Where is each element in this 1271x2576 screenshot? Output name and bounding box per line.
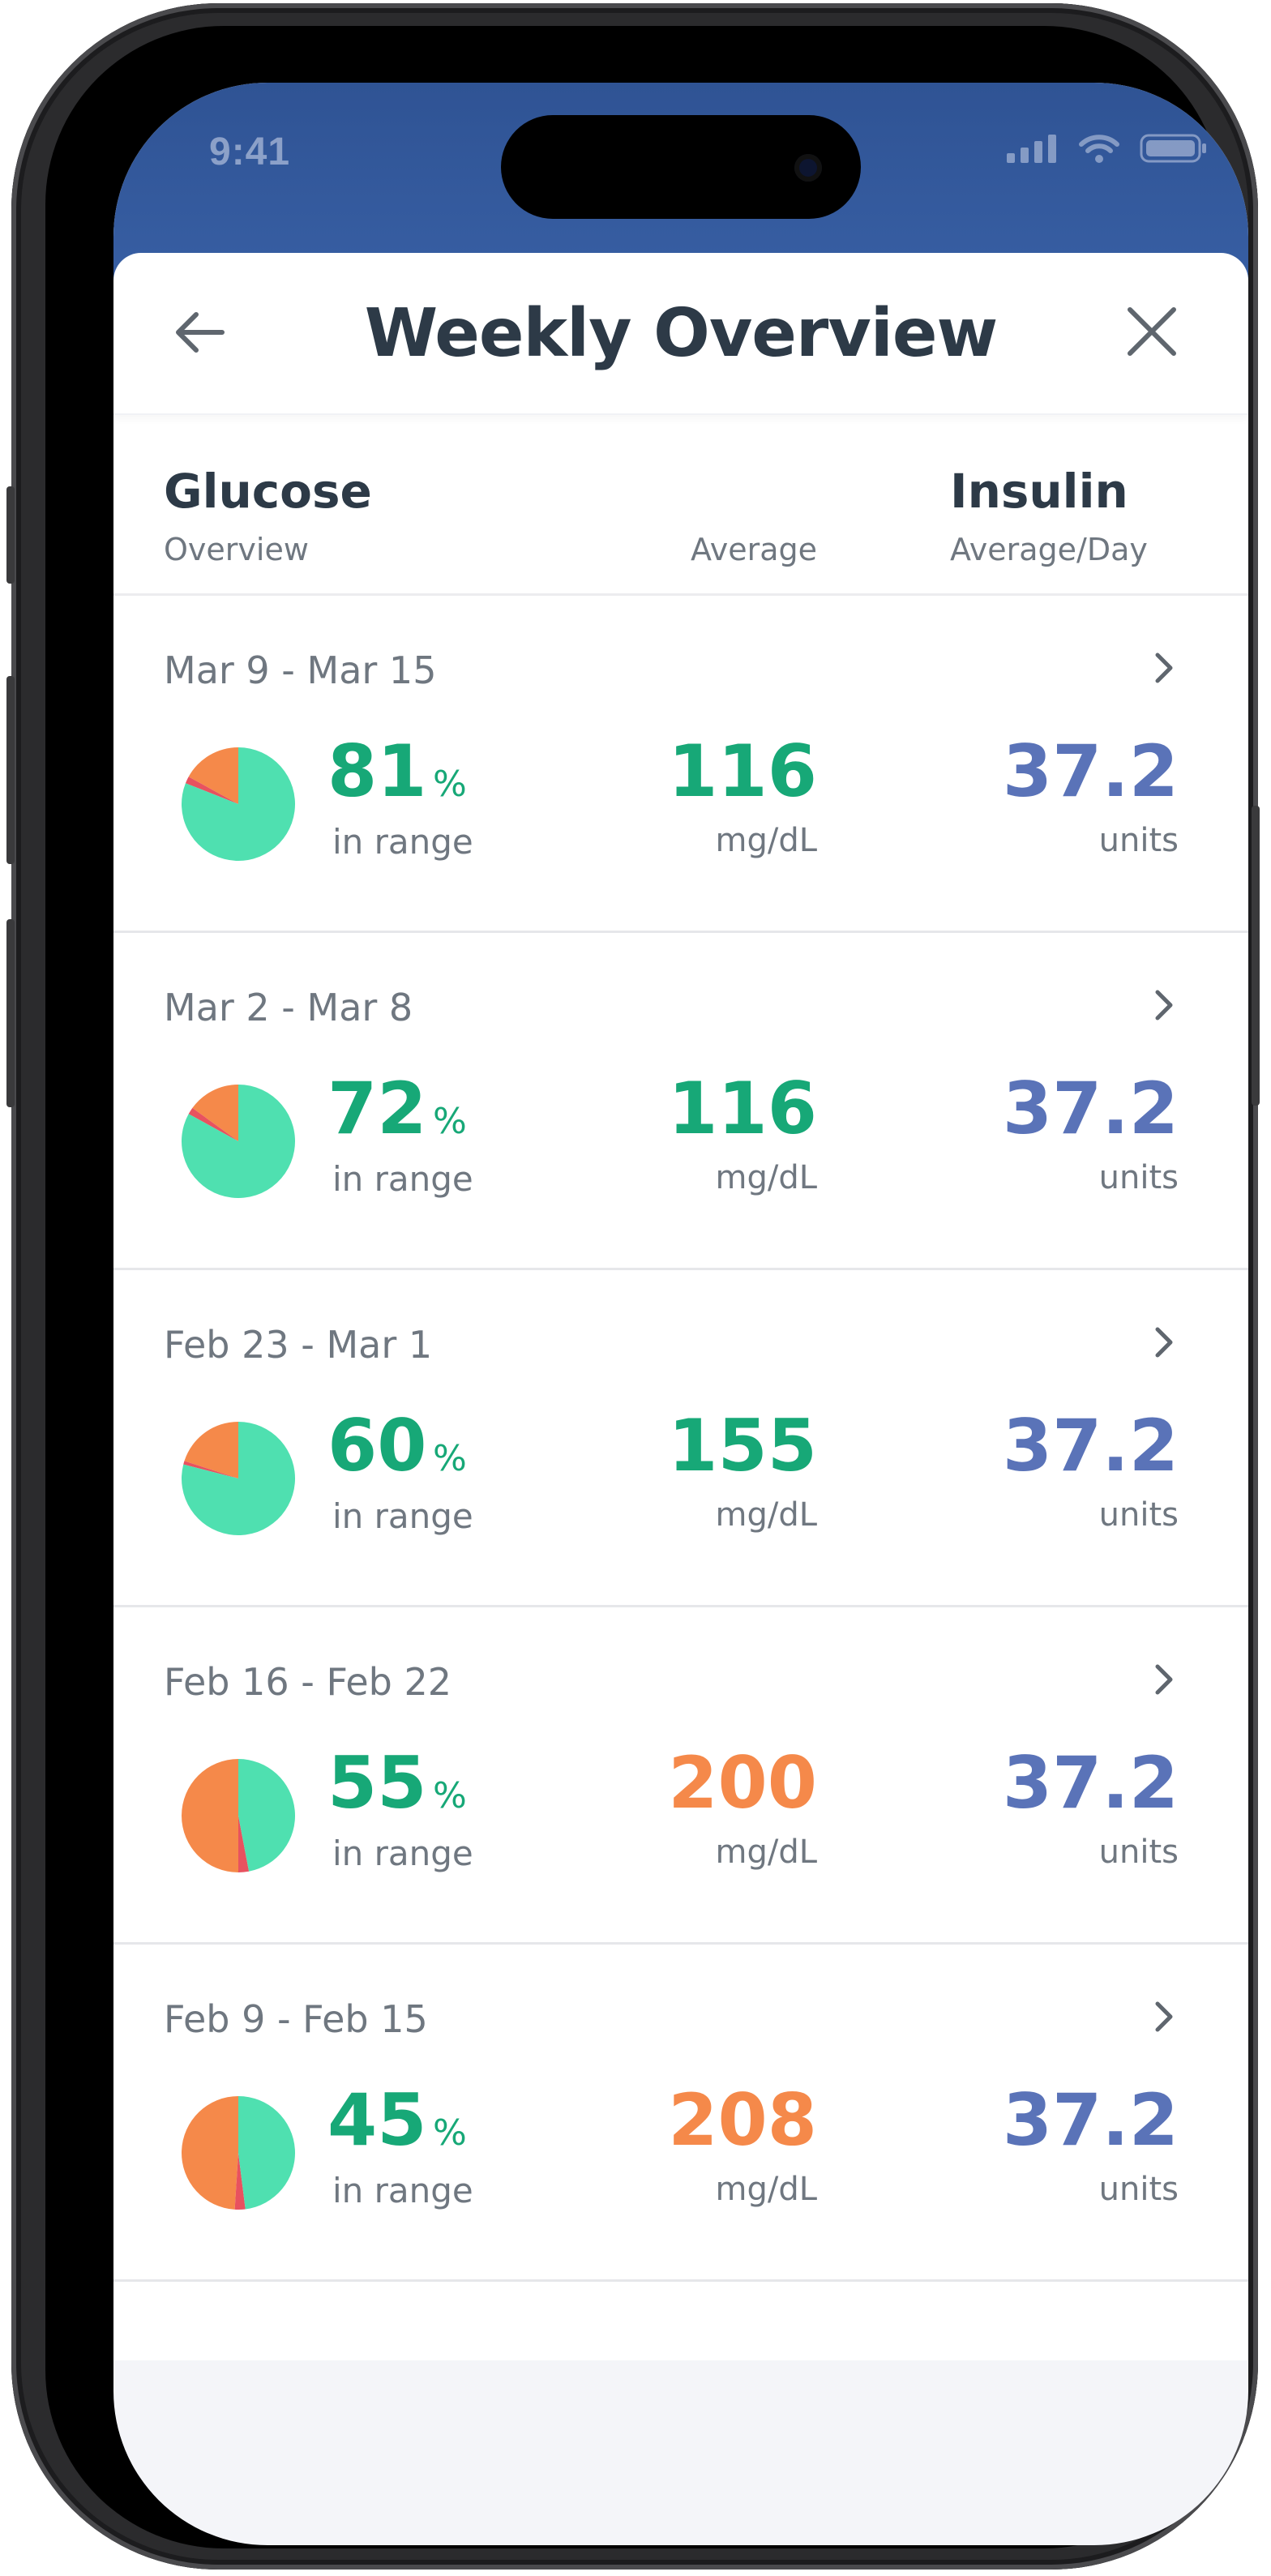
insulin-unit: units: [1098, 1159, 1179, 1196]
in-range-label: in range: [332, 1159, 473, 1199]
dynamic-island: [501, 115, 861, 219]
in-range-label: in range: [332, 2171, 473, 2210]
insulin-average-value: 37.2: [1002, 1741, 1179, 1825]
bezel: 9:41: [45, 26, 1248, 2548]
in-range-label: in range: [332, 822, 473, 862]
nav-bar: Weekly Overview: [113, 253, 1248, 415]
close-icon[interactable]: [1123, 303, 1180, 360]
glucose-column-title: Glucose: [164, 464, 372, 519]
week-row[interactable]: Feb 16 - Feb 22 55 % in range 200 mg/dL …: [113, 1605, 1248, 1945]
week-date-range: Feb 23 - Mar 1: [164, 1323, 433, 1367]
insulin-unit: units: [1098, 822, 1179, 859]
volume-up-button: [6, 676, 15, 864]
average-glucose-value: 155: [668, 1404, 817, 1487]
week-date-range: Mar 2 - Mar 8: [164, 986, 413, 1029]
glucose-unit: mg/dL: [715, 1496, 817, 1534]
insulin-column-subtitle: Average/Day: [950, 532, 1148, 567]
arrow-left-icon[interactable]: [170, 308, 227, 357]
pie-slice-low: [234, 2153, 246, 2210]
in-range-percent: 72: [327, 1067, 427, 1150]
front-camera: [794, 154, 822, 182]
in-range-percent: 45: [327, 2078, 427, 2162]
percent-symbol: %: [433, 1438, 467, 1479]
page-title: Weekly Overview: [364, 295, 999, 372]
chevron-right-icon[interactable]: [1149, 1662, 1179, 1697]
battery-icon: [1140, 134, 1206, 163]
glucose-unit: mg/dL: [715, 1834, 817, 1871]
insulin-average-value: 37.2: [1002, 730, 1179, 813]
week-row[interactable]: Feb 9 - Feb 15 45 % in range 208 mg/dL 3…: [113, 1942, 1248, 2282]
week-row[interactable]: Feb 23 - Mar 1 60 % in range 155 mg/dL 3…: [113, 1268, 1248, 1607]
screen: 9:41: [113, 83, 1248, 2545]
power-button: [1252, 806, 1260, 1106]
week-date-range: Feb 16 - Feb 22: [164, 1660, 452, 1704]
insulin-average-value: 37.2: [1002, 2078, 1179, 2162]
pie-slice-high: [182, 2096, 238, 2210]
cellular-signal-icon: [1007, 135, 1056, 163]
pie-slice-high: [184, 1422, 238, 1478]
pie-slice-high: [192, 1085, 238, 1141]
glucose-unit: mg/dL: [715, 822, 817, 859]
wifi-icon: [1079, 135, 1119, 163]
percent-symbol: %: [433, 2112, 467, 2154]
time-in-range-pie: [182, 1085, 295, 1198]
glucose-column-subtitle: Overview: [164, 532, 309, 567]
insulin-unit: units: [1098, 2171, 1179, 2208]
volume-down-button: [6, 919, 15, 1107]
time-in-range-pie: [182, 2096, 295, 2210]
average-glucose-value: 208: [668, 2078, 817, 2162]
column-headers: Glucose Overview Average Insulin Average…: [113, 413, 1248, 596]
time-in-range-pie: [182, 747, 295, 861]
pie-slice-high: [182, 1759, 238, 1872]
chevron-right-icon[interactable]: [1149, 1324, 1179, 1360]
pie-slice-in-range: [238, 2096, 295, 2210]
pie-slice-in-range: [238, 1759, 295, 1872]
time-in-range-pie: [182, 1759, 295, 1872]
average-column-subtitle: Average: [690, 532, 817, 567]
chevron-right-icon[interactable]: [1149, 987, 1179, 1023]
chevron-right-icon[interactable]: [1149, 650, 1179, 686]
status-time: 9:41: [209, 131, 291, 173]
in-range-label: in range: [332, 1834, 473, 1873]
percent-symbol: %: [433, 764, 467, 805]
in-range-percent: 60: [327, 1404, 427, 1487]
percent-symbol: %: [433, 1101, 467, 1142]
average-glucose-value: 116: [668, 730, 817, 813]
pie-slice-low: [185, 777, 238, 804]
pie-slice-high: [188, 747, 238, 804]
chevron-right-icon[interactable]: [1149, 1999, 1179, 2035]
insulin-unit: units: [1098, 1496, 1179, 1534]
weekly-overview-sheet: Weekly Overview Glucose Overview Average…: [113, 253, 1248, 2360]
insulin-column-title: Insulin: [950, 464, 1128, 519]
insulin-unit: units: [1098, 1834, 1179, 1871]
pie-slice-low: [183, 1461, 238, 1478]
week-date-range: Mar 9 - Mar 15: [164, 648, 437, 692]
week-row[interactable]: Mar 2 - Mar 8 72 % in range 116 mg/dL 37…: [113, 931, 1248, 1270]
insulin-average-value: 37.2: [1002, 1067, 1179, 1150]
pie-slice-low: [188, 1107, 238, 1141]
pie-slice-in-range: [182, 1085, 295, 1198]
time-in-range-pie: [182, 1422, 295, 1535]
insulin-average-value: 37.2: [1002, 1404, 1179, 1487]
in-range-percent: 81: [327, 730, 427, 813]
mute-switch: [6, 486, 15, 584]
glucose-unit: mg/dL: [715, 2171, 817, 2208]
in-range-percent: 55: [327, 1741, 427, 1825]
in-range-label: in range: [332, 1496, 473, 1536]
phone-frame: 9:41: [6, 3, 1260, 2570]
glucose-unit: mg/dL: [715, 1159, 817, 1196]
week-date-range: Feb 9 - Feb 15: [164, 1997, 428, 2041]
pie-slice-in-range: [182, 1422, 295, 1535]
status-icons: [1007, 133, 1208, 164]
average-glucose-value: 116: [668, 1067, 817, 1150]
percent-symbol: %: [433, 1775, 467, 1816]
week-row[interactable]: Mar 9 - Mar 15 81 % in range 116 mg/dL 3…: [113, 593, 1248, 933]
pie-slice-low: [238, 1816, 250, 1872]
average-glucose-value: 200: [668, 1741, 817, 1825]
pie-slice-in-range: [182, 747, 295, 861]
